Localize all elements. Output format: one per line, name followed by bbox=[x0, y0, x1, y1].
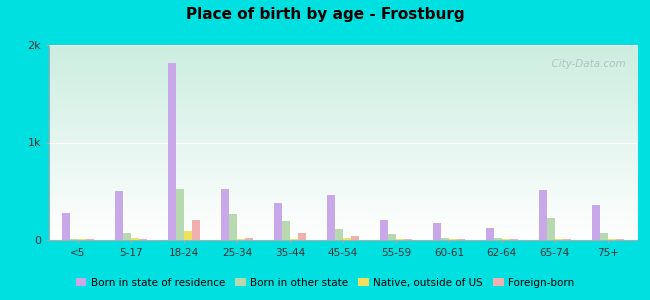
Bar bbox=[115, 191, 123, 240]
Text: Place of birth by age - Frostburg: Place of birth by age - Frostburg bbox=[186, 8, 464, 22]
Bar bbox=[274, 203, 282, 240]
Bar bbox=[539, 190, 547, 240]
Bar bbox=[396, 239, 404, 240]
Bar bbox=[184, 231, 192, 240]
Bar bbox=[380, 220, 388, 240]
Bar bbox=[237, 238, 245, 240]
Bar bbox=[547, 218, 555, 240]
Bar bbox=[449, 239, 457, 240]
Bar bbox=[192, 220, 200, 240]
Bar bbox=[335, 229, 343, 240]
Bar bbox=[290, 239, 298, 240]
Bar bbox=[486, 228, 494, 240]
Bar bbox=[608, 239, 616, 240]
Bar bbox=[388, 234, 396, 240]
Bar bbox=[600, 233, 608, 240]
Bar bbox=[441, 238, 449, 240]
Text: City-Data.com: City-Data.com bbox=[545, 58, 625, 69]
Bar bbox=[592, 205, 600, 240]
Bar bbox=[70, 238, 78, 240]
Bar bbox=[78, 239, 86, 240]
Bar bbox=[176, 189, 184, 240]
Bar bbox=[221, 189, 229, 240]
Bar bbox=[282, 220, 290, 240]
Bar bbox=[502, 239, 510, 240]
Bar bbox=[123, 233, 131, 240]
Legend: Born in state of residence, Born in other state, Native, outside of US, Foreign-: Born in state of residence, Born in othe… bbox=[72, 274, 578, 292]
Bar bbox=[351, 236, 359, 240]
Bar bbox=[131, 238, 139, 240]
Bar bbox=[510, 239, 518, 240]
Bar bbox=[62, 213, 70, 240]
Bar bbox=[616, 239, 624, 240]
Bar bbox=[86, 239, 94, 240]
Bar bbox=[139, 238, 147, 240]
Bar bbox=[555, 239, 563, 240]
Bar bbox=[457, 238, 465, 240]
Bar bbox=[327, 195, 335, 240]
Bar bbox=[298, 233, 305, 240]
Bar bbox=[343, 238, 351, 240]
Bar bbox=[494, 238, 502, 240]
Bar bbox=[433, 223, 441, 240]
Bar bbox=[563, 239, 571, 240]
Bar bbox=[404, 238, 411, 240]
Bar bbox=[168, 62, 176, 240]
Bar bbox=[245, 238, 253, 240]
Bar bbox=[229, 214, 237, 240]
